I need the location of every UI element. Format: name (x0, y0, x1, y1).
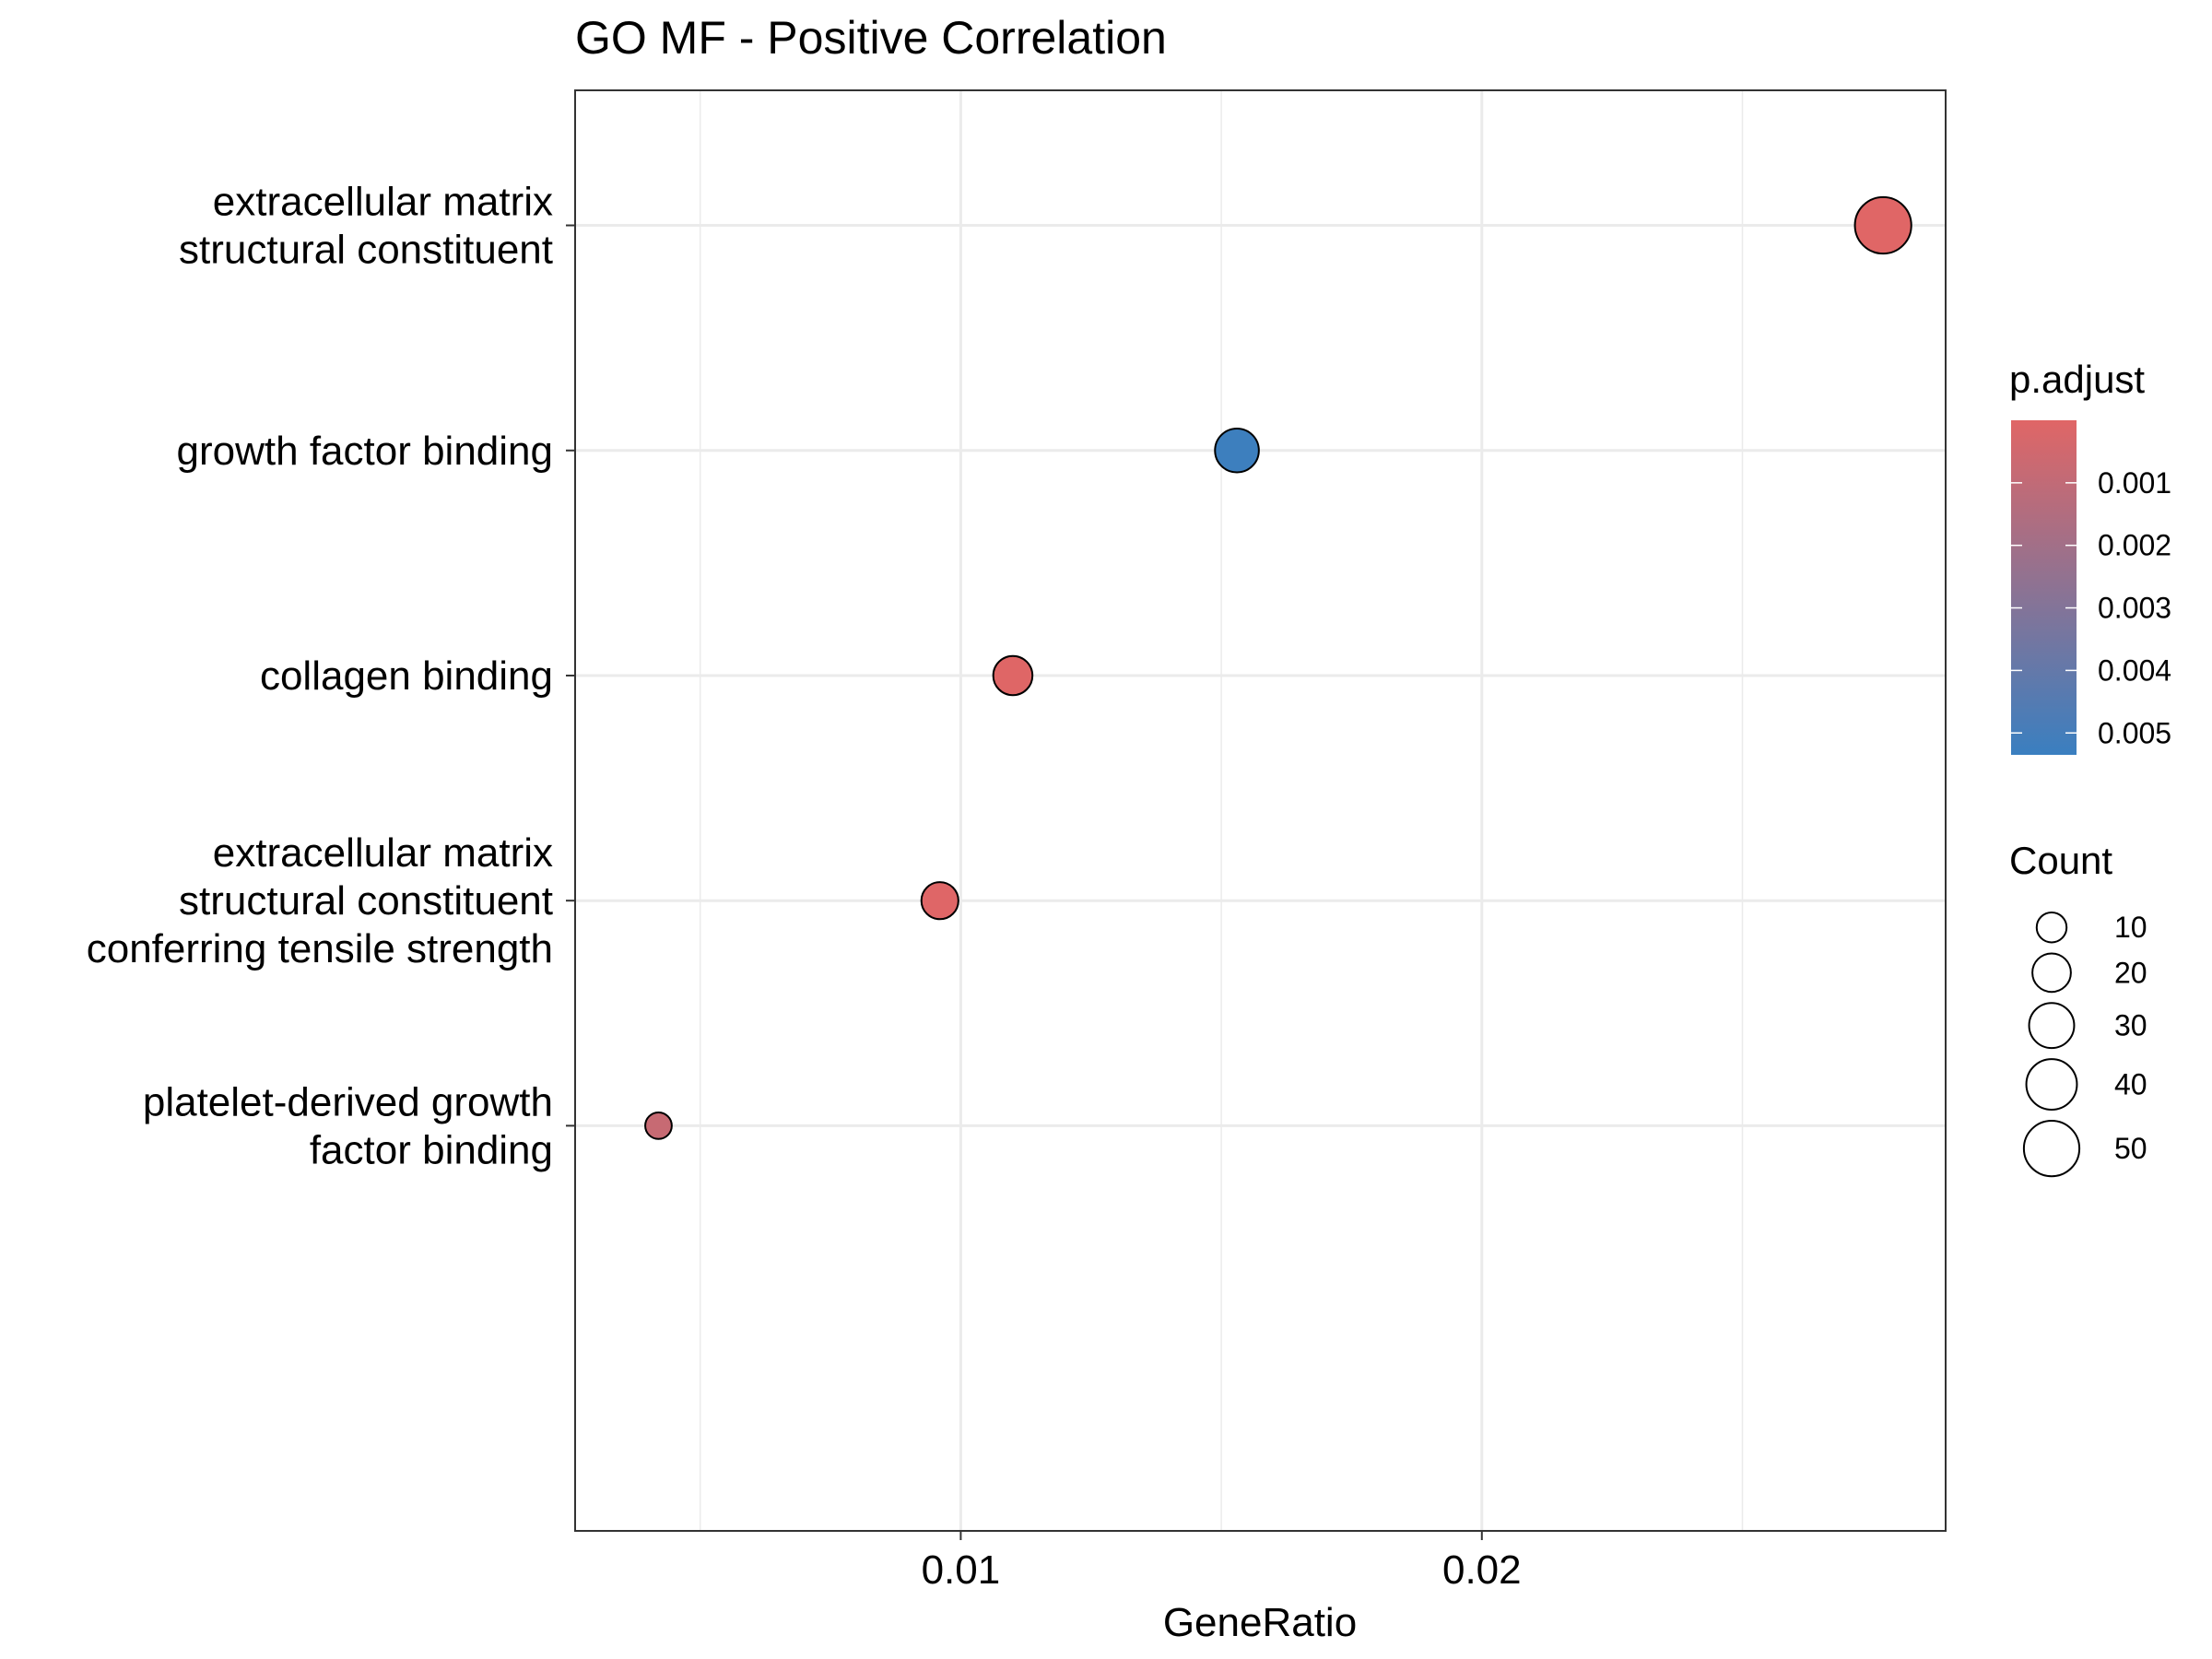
color-legend-bar (2011, 420, 2077, 755)
data-point (1214, 427, 1260, 474)
y-tick-label-line: platelet-derived growth (143, 1079, 553, 1124)
y-tick-label: platelet-derived growth factor binding (143, 1079, 553, 1172)
y-tick-label-line: extracellular matrix (213, 830, 553, 876)
size-legend-circle (2028, 1002, 2076, 1050)
size-legend-circle (2031, 952, 2072, 994)
color-legend-title: p.adjust (2009, 358, 2145, 401)
y-tick-label-line: extracellular matrix (213, 180, 553, 225)
y-tick-label-line: structural constituent (179, 228, 553, 273)
size-legend-label: 30 (2114, 1009, 2147, 1042)
size-legend-label: 40 (2114, 1068, 2147, 1101)
size-legend-label: 50 (2114, 1132, 2147, 1165)
grid-lines (575, 90, 1946, 1531)
data-point (644, 1112, 673, 1140)
color-legend-label: 0.001 (2098, 466, 2171, 500)
data-point (920, 881, 959, 921)
x-tick-label: 0.01 (922, 1547, 1001, 1593)
y-tick-label-line: factor binding (310, 1127, 553, 1172)
size-legend-circle (2022, 1119, 2081, 1178)
y-tick-label-line: growth factor binding (177, 429, 553, 474)
size-legend-label: 10 (2114, 911, 2147, 944)
y-tick-label-line: collagen binding (260, 653, 553, 699)
color-legend-label: 0.002 (2098, 529, 2171, 562)
x-axis-title: GeneRatio (1163, 1600, 1357, 1645)
color-legend-ticks: 0.001 0.002 0.003 0.004 0.005 (2011, 466, 2171, 749)
size-legend-label: 20 (2114, 956, 2147, 989)
data-points (644, 195, 1912, 1140)
size-legend-entries: 10 20 30 40 50 (2022, 911, 2147, 1178)
x-tick-label: 0.02 (1442, 1547, 1522, 1593)
x-axis: 0.01 0.02 (922, 1531, 1522, 1593)
y-tick-label: extracellular matrix structural constitue… (87, 830, 553, 971)
color-legend-label: 0.005 (2098, 716, 2171, 749)
y-tick-label: growth factor binding (177, 429, 553, 474)
y-tick-label: collagen binding (260, 653, 553, 699)
y-axis: extracellular matrix structural constitue… (87, 180, 575, 1172)
plot-panel-border (574, 89, 1947, 1532)
y-tick-label-line: structural constituent (179, 878, 553, 924)
y-tick-label: extracellular matrix structural constitue… (179, 180, 553, 273)
size-legend-circle (2025, 1058, 2078, 1111)
color-legend-label: 0.003 (2098, 592, 2171, 625)
data-point (992, 654, 1034, 697)
size-legend: Count 10 20 30 40 50 (2009, 839, 2147, 1178)
color-legend-label: 0.004 (2098, 653, 2171, 687)
color-legend: p.adjust 0.001 0.002 0.003 0.004 0.005 (2009, 358, 2171, 755)
size-legend-circle (2035, 912, 2068, 944)
size-legend-title: Count (2009, 839, 2112, 882)
y-tick-label-line: conferring tensile strength (87, 926, 553, 971)
chart-title: GO MF - Positive Correlation (575, 12, 1167, 64)
data-point (1853, 195, 1912, 255)
